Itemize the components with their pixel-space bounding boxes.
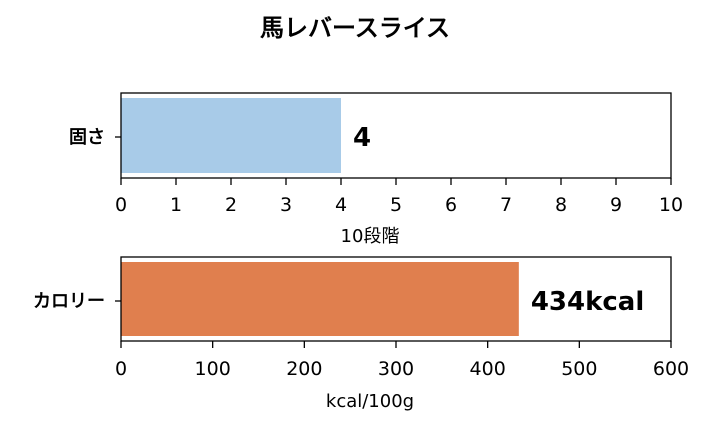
hardness-data-label: 4 <box>353 123 371 153</box>
chart-title: 馬レバースライス <box>260 14 450 42</box>
hardness-x-tick-label: 8 <box>555 194 567 216</box>
hardness-x-tick-label: 6 <box>445 194 457 216</box>
hardness-x-tick-label: 10 <box>659 194 683 216</box>
calorie-x-tick-label: 500 <box>561 358 597 380</box>
hardness-x-tick-label: 7 <box>500 194 512 216</box>
calorie-x-tick-label: 0 <box>115 358 127 380</box>
hardness-panel: 固さ 4 0 1 2 3 4 5 6 7 8 9 10 10段階 <box>69 92 683 247</box>
calorie-data-label: 434kcal <box>531 287 644 317</box>
calorie-x-tick-label: 200 <box>286 358 322 380</box>
hardness-x-tick-label: 5 <box>390 194 402 216</box>
calorie-x-tick-label: 400 <box>470 358 506 380</box>
hardness-x-tick-label: 4 <box>335 194 347 216</box>
hardness-x-tick-label: 9 <box>610 194 622 216</box>
calorie-category-label: カロリー <box>33 291 105 312</box>
calorie-x-tick-label: 600 <box>653 358 689 380</box>
calorie-panel: カロリー 434kcal 0 100 200 300 400 500 600 kcal/10… <box>33 256 689 412</box>
calorie-x-tick-label: 100 <box>195 358 231 380</box>
hardness-x-tick-label: 3 <box>280 194 292 216</box>
hardness-bar <box>121 98 341 173</box>
hardness-x-ticks: 0 1 2 3 4 5 6 7 8 9 10 <box>115 178 683 216</box>
hardness-x-tick-label: 1 <box>170 194 182 216</box>
hardness-category-label: 固さ <box>69 127 105 148</box>
calorie-x-axis-label: kcal/100g <box>326 391 414 412</box>
calorie-bar <box>121 262 519 336</box>
hardness-x-axis-label: 10段階 <box>341 226 400 247</box>
calorie-x-ticks: 0 100 200 300 400 500 600 <box>115 341 689 380</box>
hardness-x-tick-label: 2 <box>225 194 237 216</box>
hardness-x-tick-label: 0 <box>115 194 127 216</box>
calorie-x-tick-label: 300 <box>378 358 414 380</box>
